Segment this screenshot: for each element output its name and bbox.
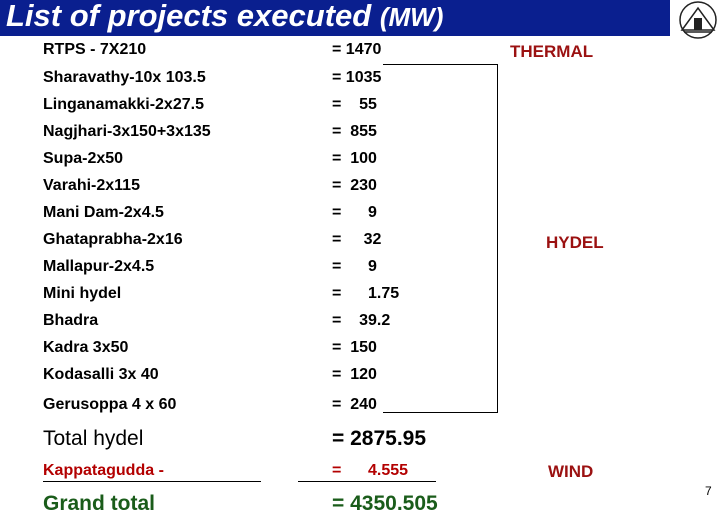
thermal-label: THERMAL — [510, 42, 594, 61]
capacity-value: = 150 — [332, 339, 377, 356]
capacity-value: = 55 — [332, 96, 377, 113]
project-name: Mallapur-2x4.5 — [43, 258, 155, 275]
total-hydel-row: Total hydel = 2875.95 — [0, 427, 720, 450]
capacity-value: = 9 — [332, 204, 377, 221]
project-name: Supa-2x50 — [43, 150, 124, 167]
capacity-value: = 39.2 — [332, 312, 391, 329]
hydel-row: Sharavathy-10x 103.5 = 1035 — [0, 69, 720, 91]
title-bar: List of projects executed (MW) — [0, 0, 670, 36]
bracket-bottom-line — [383, 412, 498, 413]
grand-total-value: = 4350.505 — [332, 492, 438, 515]
page-title: List of projects executed (MW) — [6, 0, 443, 34]
project-name: Mani Dam-2x4.5 — [43, 204, 164, 221]
page-number: 7 — [705, 484, 712, 498]
hydel-row: Bhadra = 39.2 — [0, 312, 720, 334]
hydel-row: Supa-2x50 = 100 — [0, 150, 720, 172]
total-hydel-label: Total hydel — [43, 427, 144, 450]
grand-total-label: Grand total — [43, 492, 156, 515]
hydel-row: Mini hydel = 1.75 — [0, 285, 720, 307]
capacity-value: = 240 — [332, 396, 377, 413]
capacity-value: = 230 — [332, 177, 377, 194]
bracket-top-line — [383, 64, 498, 65]
project-name: Sharavathy-10x 103.5 — [43, 69, 206, 86]
capacity-value: = 100 — [332, 150, 377, 167]
capacity-value: = 1035 — [332, 69, 382, 86]
wind-label: WIND — [548, 462, 594, 481]
hydel-row: Mallapur-2x4.5 = 9 — [0, 258, 720, 280]
hydel-row: Varahi-2x115 = 230 — [0, 177, 720, 199]
project-name: Nagjhari-3x150+3x135 — [43, 123, 211, 140]
hydel-row: Kadra 3x50 = 150 — [0, 339, 720, 361]
title-unit: (MW) — [379, 2, 444, 32]
hydel-row: Nagjhari-3x150+3x135 = 855 — [0, 123, 720, 145]
project-name: Kadra 3x50 — [43, 339, 129, 356]
project-name: Varahi-2x115 — [43, 177, 140, 194]
capacity-value: = 1.75 — [332, 285, 400, 302]
total-hydel-value: = 2875.95 — [332, 427, 427, 450]
capacity-value: = 9 — [332, 258, 377, 275]
capacity-value: = 32 — [332, 231, 382, 248]
title-text: List of projects executed — [6, 0, 372, 33]
hydel-row: Linganamakki-2x27.5 = 55 — [0, 96, 720, 118]
wind-value: = 4.555 — [332, 462, 409, 479]
project-name: Bhadra — [43, 312, 99, 329]
wind-underline-right — [298, 481, 436, 482]
hydel-row: Mani Dam-2x4.5 = 9 — [0, 204, 720, 226]
project-name: RTPS - 7X210 — [43, 41, 147, 58]
hydel-label: HYDEL — [546, 233, 604, 252]
capacity-value: = 120 — [332, 366, 377, 383]
thermal-row: RTPS - 7X210 = 1470 — [0, 41, 720, 63]
project-name: Gerusoppa 4 x 60 — [43, 396, 177, 413]
wind-underline-left — [43, 481, 261, 482]
grand-total-row: Grand total = 4350.505 — [0, 492, 720, 515]
hydel-row: Gerusoppa 4 x 60 = 240 — [0, 396, 720, 418]
project-name: Linganamakki-2x27.5 — [43, 96, 204, 113]
hydel-row: Ghataprabha-2x16 = 32 — [0, 231, 720, 253]
wind-project-name: Kappatagudda - — [43, 462, 164, 479]
bracket-vertical-line — [497, 64, 498, 413]
hydel-row: Kodasalli 3x 40 = 120 — [0, 366, 720, 388]
project-name: Mini hydel — [43, 285, 122, 302]
project-name: Kodasalli 3x 40 — [43, 366, 159, 383]
project-name: Ghataprabha-2x16 — [43, 231, 183, 248]
organization-logo-icon — [679, 1, 717, 39]
capacity-value: = 855 — [332, 123, 377, 140]
capacity-value: = 1470 — [332, 41, 382, 58]
wind-row: Kappatagudda - = 4.555 — [0, 462, 720, 484]
